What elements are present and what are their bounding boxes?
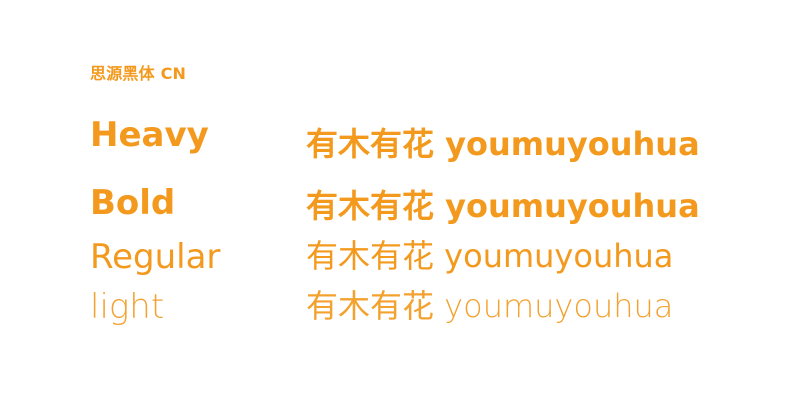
weight-label-light: light <box>90 287 165 327</box>
weight-label-regular: Regular <box>90 237 221 277</box>
weight-label-heavy: Heavy <box>90 115 209 155</box>
sample-text-bold: 有木有花 youmuyouhua <box>306 187 700 225</box>
sample-text-light: 有木有花 youmuyouhua <box>306 287 674 325</box>
weight-label-bold: Bold <box>90 183 176 223</box>
font-family-title: 思源黑体 CN <box>90 64 187 83</box>
sample-text-regular: 有木有花 youmuyouhua <box>306 237 674 275</box>
sample-text-heavy: 有木有花 youmuyouhua <box>306 125 700 163</box>
